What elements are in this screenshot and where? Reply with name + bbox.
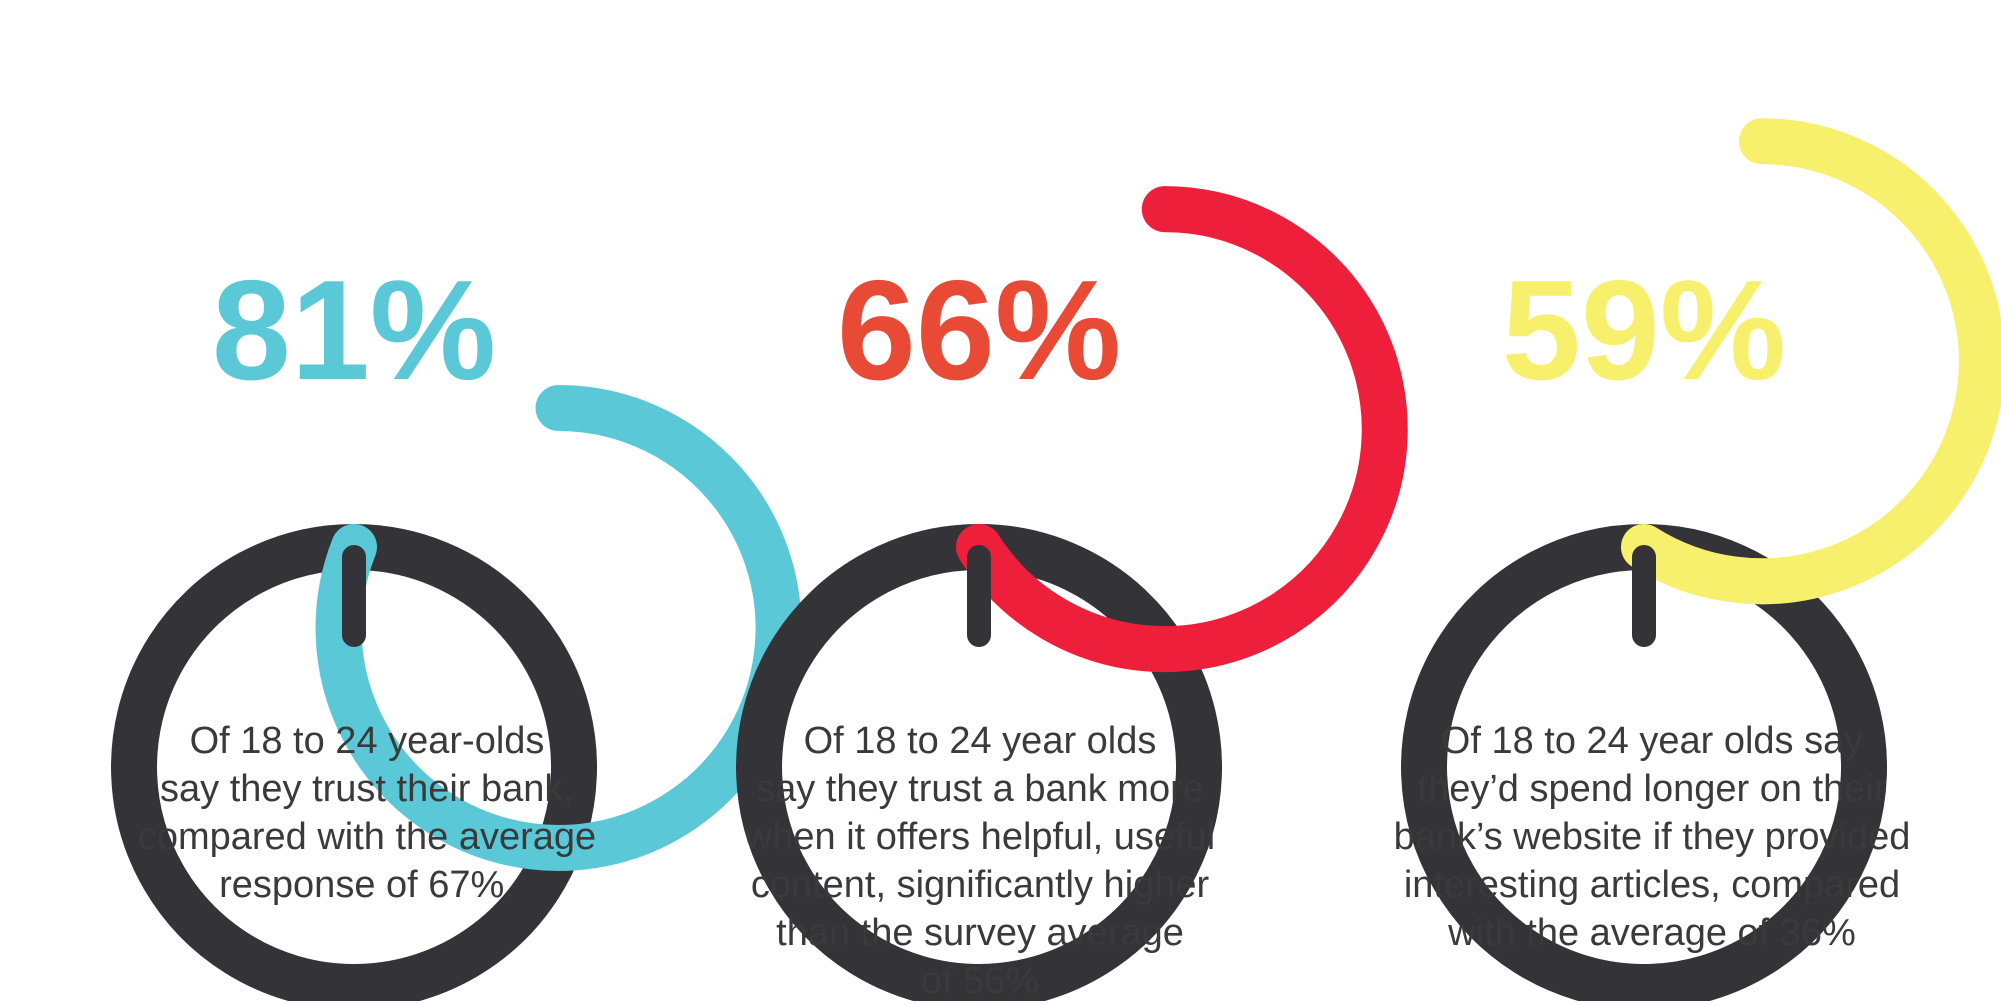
gauge-caption-3: Of 18 to 24 year olds say they’d spend l…	[1393, 720, 1911, 954]
gauge-chart-2: 66%	[736, 186, 1408, 1001]
gauge-value-arc	[956, 186, 1408, 673]
gauge-chart-3: 59%	[1401, 118, 2001, 1001]
gauge-caption-1: Of 18 to 24 year-olds say they trust the…	[137, 720, 597, 906]
gauge-track	[1401, 524, 1888, 1001]
gauge-caption-2: Of 18 to 24 year olds say they trust a b…	[744, 720, 1216, 1002]
gauge-percent-label: 66%	[837, 251, 1121, 410]
gauge-percent-label: 81%	[212, 251, 496, 410]
gauge-percent-label: 59%	[1502, 251, 1786, 410]
gauge-track	[111, 524, 598, 1001]
gauge-value-arc	[1621, 118, 2001, 605]
gauge-value-arc	[315, 384, 802, 871]
gauge-chart-1: 81%	[111, 251, 802, 1001]
